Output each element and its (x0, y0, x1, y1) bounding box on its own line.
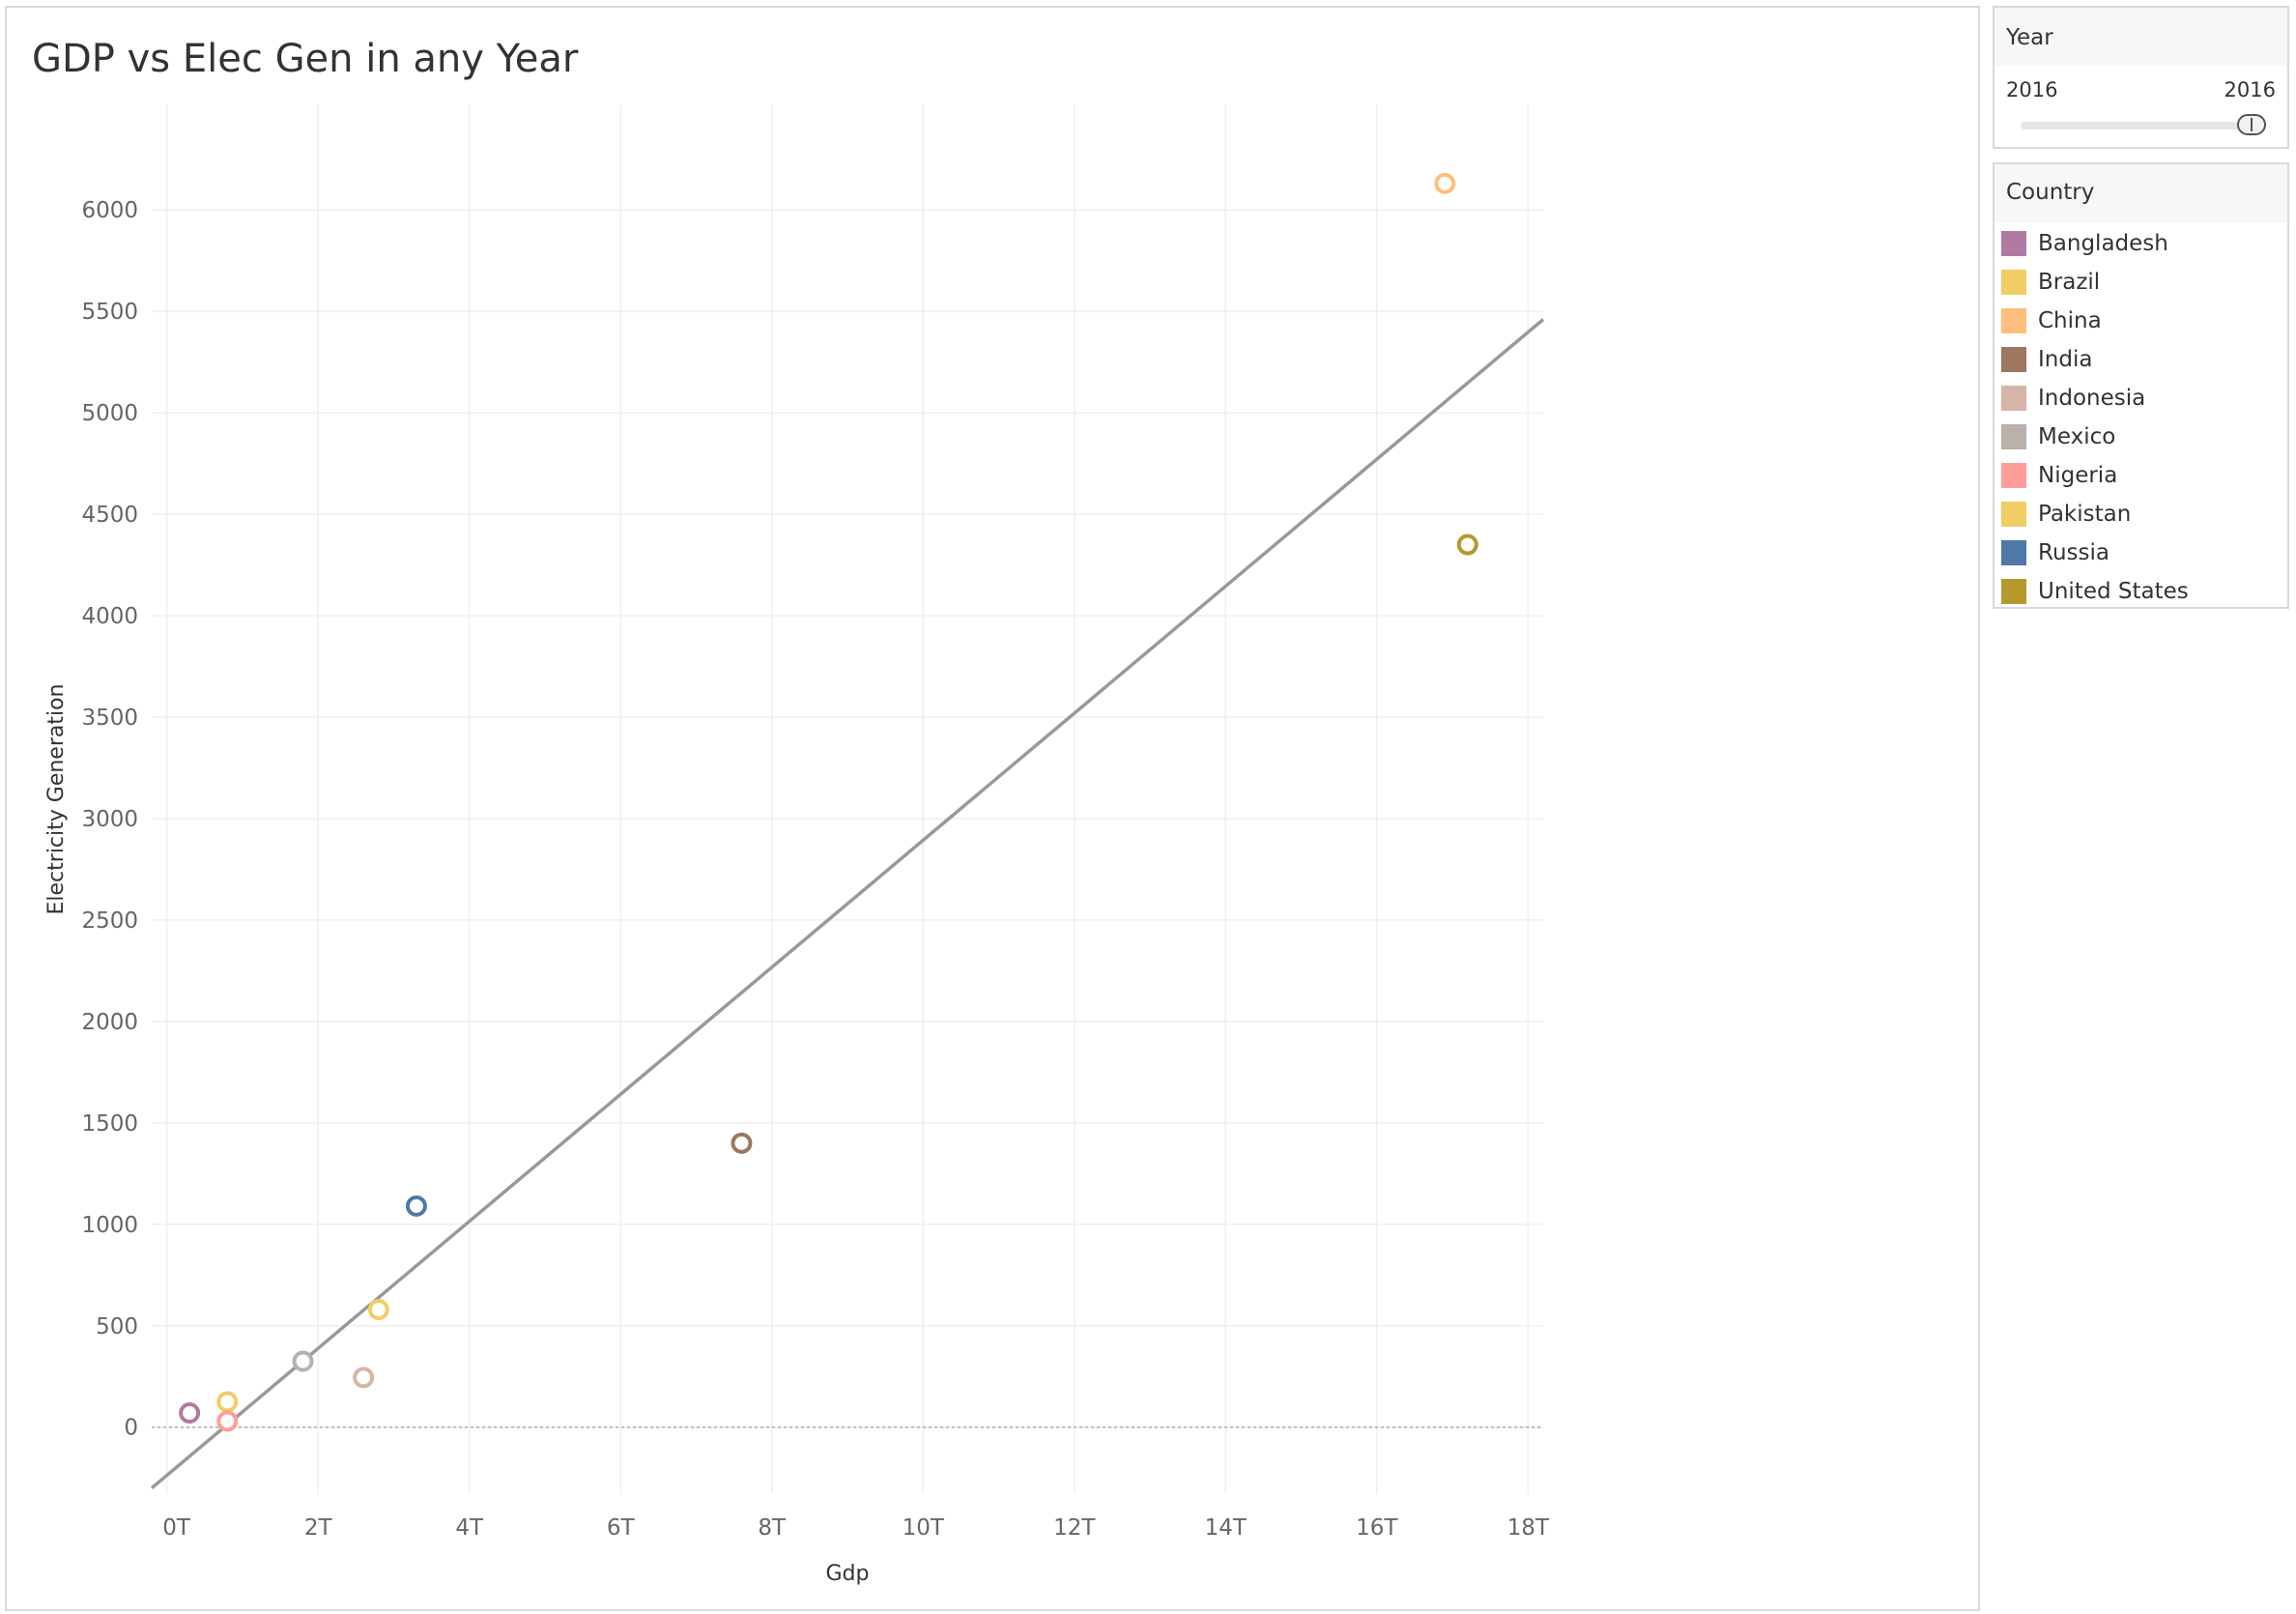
data-point[interactable] (179, 1402, 201, 1425)
legend-label: Brazil (2038, 270, 2101, 295)
legend-label: China (2038, 308, 2102, 333)
year-filter-card: Year 2016 2016 (1993, 6, 2289, 149)
x-tick-label: 0T (162, 1515, 191, 1541)
data-point[interactable] (731, 1132, 753, 1154)
country-legend-list: Bangladesh Brazil China India Indonesia Mexic… (2001, 224, 2189, 611)
legend-swatch (2001, 231, 2026, 256)
y-tick-label: 2000 (81, 1010, 138, 1035)
legend-item[interactable]: Nigeria (2001, 456, 2189, 495)
legend-label: United States (2038, 579, 2189, 604)
y-axis-ticks: 0 500 1000 1500 2000 2500 3000 3500 4000 4500 5000… (81, 198, 138, 1441)
x-tick-label: 8T (758, 1515, 787, 1541)
x-axis-ticks: 0T 2T 4T 6T 8T 10T 12T 14T 16T 18T (162, 1515, 1550, 1541)
y-tick-label: 1000 (81, 1213, 138, 1238)
country-legend-title: Country (2006, 180, 2095, 205)
x-tick-label: 18T (1507, 1515, 1550, 1541)
legend-item[interactable]: Indonesia (2001, 379, 2189, 418)
x-tick-label: 10T (903, 1515, 945, 1541)
chart-title: GDP vs Elec Gen in any Year (32, 37, 579, 81)
y-tick-label: 0 (124, 1416, 138, 1441)
year-slider-handle[interactable] (2237, 114, 2266, 135)
x-tick-label: 14T (1205, 1515, 1248, 1541)
legend-swatch (2001, 502, 2026, 527)
scatter-plot: 0T 2T 4T 6T 8T 10T 12T 14T 16T 18T 0 500 1000 1500 20… (44, 104, 1550, 1586)
legend-swatch (2001, 270, 2026, 295)
legend-swatch (2001, 579, 2026, 604)
y-tick-label: 4500 (81, 503, 138, 528)
data-point[interactable] (353, 1367, 375, 1389)
data-point[interactable] (292, 1350, 314, 1372)
data-points (179, 172, 1478, 1432)
y-tick-label: 5500 (81, 300, 138, 325)
data-point[interactable] (405, 1195, 427, 1217)
x-axis-title: Gdp (826, 1562, 870, 1586)
y-tick-label: 2500 (81, 908, 138, 934)
legend-label: Bangladesh (2038, 231, 2168, 256)
legend-item[interactable]: United States (2001, 572, 2189, 611)
legend-label: Russia (2038, 540, 2109, 565)
data-point[interactable] (216, 1410, 239, 1432)
legend-item[interactable]: Pakistan (2001, 495, 2189, 533)
legend-swatch (2001, 347, 2026, 372)
legend-item[interactable]: Brazil (2001, 263, 2189, 302)
x-tick-label: 6T (607, 1515, 636, 1541)
legend-label: Mexico (2038, 424, 2116, 449)
y-tick-label: 6000 (81, 198, 138, 223)
year-max-value: 2016 (2224, 78, 2276, 101)
legend-swatch (2001, 540, 2026, 565)
legend-item[interactable]: India (2001, 340, 2189, 379)
x-tick-label: 4T (455, 1515, 484, 1541)
x-tick-label: 12T (1053, 1515, 1096, 1541)
legend-label: India (2038, 347, 2093, 372)
legend-item[interactable]: China (2001, 302, 2189, 340)
year-slider-track[interactable] (2021, 122, 2258, 130)
legend-item[interactable]: Mexico (2001, 418, 2189, 456)
legend-label: Nigeria (2038, 463, 2118, 488)
legend-item[interactable]: Russia (2001, 533, 2189, 572)
x-tick-label: 2T (304, 1515, 333, 1541)
y-tick-label: 4000 (81, 604, 138, 629)
y-tick-label: 1500 (81, 1111, 138, 1137)
country-legend-card: Country Bangladesh Brazil China India Indone… (1993, 162, 2289, 609)
year-filter-title: Year (2006, 25, 2053, 50)
legend-swatch (2001, 386, 2026, 411)
y-tick-label: 3000 (81, 807, 138, 832)
y-tick-label: 500 (96, 1314, 138, 1340)
y-tick-label: 5000 (81, 401, 138, 426)
country-legend-header: Country (1995, 164, 2287, 222)
legend-swatch (2001, 463, 2026, 488)
legend-swatch (2001, 308, 2026, 333)
data-point[interactable] (216, 1391, 239, 1413)
chart-panel: GDP vs Elec Gen in any Year 0T 2T 4T 6T 8T 10… (5, 6, 1980, 1611)
data-point[interactable] (1434, 172, 1456, 194)
y-axis-title: Electricity Generation (44, 683, 69, 914)
y-tick-label: 3500 (81, 706, 138, 731)
legend-label: Indonesia (2038, 386, 2146, 411)
legend-label: Pakistan (2038, 502, 2132, 527)
grid-lines (152, 104, 1543, 1494)
legend-swatch (2001, 424, 2026, 449)
trend-line[interactable] (150, 318, 1545, 1490)
legend-item[interactable]: Bangladesh (2001, 224, 2189, 263)
year-filter-header: Year (1995, 8, 2287, 66)
year-min-value: 2016 (2006, 78, 2058, 101)
data-point[interactable] (1456, 533, 1478, 556)
x-tick-label: 16T (1356, 1515, 1398, 1541)
data-point[interactable] (367, 1298, 389, 1320)
